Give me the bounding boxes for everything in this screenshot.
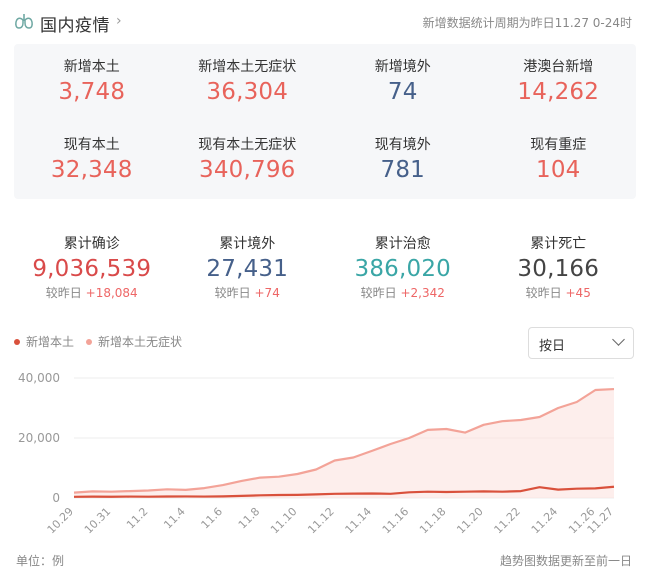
period-select[interactable]: 按日	[528, 327, 634, 359]
total-label: 累计死亡	[530, 236, 587, 252]
legend-item-new-asymptomatic[interactable]: 新增本土无症状	[86, 333, 182, 350]
legend-label: 新增本土无症状	[98, 335, 183, 349]
x-tick-label: 11.10	[268, 505, 299, 536]
header: 国内疫情 › 新增数据统计周期为昨日11.27 0-24时	[0, 0, 650, 42]
x-tick-label: 11.12	[305, 505, 336, 536]
total-label: 累计境外	[219, 236, 276, 252]
x-tick-label: 11.16	[380, 505, 411, 536]
stat-value: 781	[380, 157, 425, 183]
total-cured: 累计治愈 386,020 较昨日 +2,342	[325, 233, 481, 301]
stat-current-local: 现有本土 32,348	[14, 134, 170, 183]
stat-current-imported: 现有境外 781	[325, 134, 481, 183]
total-confirmed: 累计确诊 9,036,539 较昨日 +18,084	[14, 233, 170, 301]
x-tick-label: 11.24	[529, 505, 560, 536]
stat-value: 3,748	[58, 79, 126, 105]
unit-label: 单位：例	[16, 554, 65, 568]
x-tick-label: 10.31	[82, 505, 113, 536]
total-label: 累计确诊	[63, 236, 120, 252]
stat-label: 现有重症	[530, 137, 587, 153]
y-tick-label: 40,000	[18, 371, 60, 385]
legend-item-new-local[interactable]: 新增本土	[14, 333, 74, 350]
total-deaths: 累计死亡 30,166 较昨日 +45	[481, 233, 637, 301]
page-title[interactable]: 国内疫情	[40, 16, 110, 36]
footer-note: 趋势图数据更新至前一日	[499, 554, 632, 568]
total-delta: +74	[254, 286, 280, 300]
stat-label: 新增境外	[374, 59, 431, 75]
stat-value: 14,262	[517, 79, 600, 105]
line-series-new-local	[73, 485, 615, 498]
total-value: 386,020	[354, 256, 451, 282]
total-delta: +45	[565, 286, 591, 300]
x-tick-label: 11.20	[454, 505, 485, 536]
stat-label: 新增本土	[63, 59, 120, 75]
x-tick-label: 11.8	[236, 505, 263, 532]
total-label: 累计治愈	[374, 236, 431, 252]
x-tick-label: 11.2	[124, 505, 151, 532]
stats-row-new: 新增本土 3,748 新增本土无症状 36,304 新增境外 74 港澳台新增 …	[14, 56, 636, 105]
y-tick-label: 20,000	[18, 431, 60, 445]
stat-label: 现有本土	[63, 137, 120, 153]
stat-label: 新增本土无症状	[198, 59, 297, 75]
total-compare: 较昨日 +2,342	[360, 286, 445, 300]
stat-new-local-asymptomatic: 新增本土无症状 36,304	[170, 56, 326, 105]
y-tick-label: 0	[52, 491, 60, 505]
total-value: 27,431	[206, 256, 289, 282]
stat-new-imported: 新增境外 74	[325, 56, 481, 105]
total-compare: 较昨日 +18,084	[45, 286, 138, 300]
update-note: 新增数据统计周期为昨日11.27 0-24时	[422, 16, 632, 30]
totals-panel: 累计确诊 9,036,539 较昨日 +18,084 累计境外 27,431 较…	[14, 221, 636, 317]
total-compare: 较昨日 +45	[525, 286, 591, 300]
stat-label: 港澳台新增	[523, 59, 594, 75]
stat-current-severe: 现有重症 104	[481, 134, 637, 183]
total-value: 9,036,539	[32, 256, 152, 282]
x-tick-label: 11.22	[492, 505, 523, 536]
x-tick-label: 10.29	[45, 505, 76, 536]
legend-dot-icon	[86, 338, 93, 345]
chevron-down-icon	[612, 333, 625, 346]
stat-label: 现有本土无症状	[198, 137, 297, 153]
stats-row-current: 现有本土 32,348 现有本土无症状 340,796 现有境外 781 现有重…	[14, 134, 636, 183]
stat-new-local: 新增本土 3,748	[14, 56, 170, 105]
total-delta: +18,084	[85, 286, 138, 300]
total-delta: +2,342	[400, 286, 445, 300]
stat-new-hmt: 港澳台新增 14,262	[481, 56, 637, 105]
period-select-value: 按日	[539, 339, 566, 354]
stats-panel: 新增本土 3,748 新增本土无症状 36,304 新增境外 74 港澳台新增 …	[14, 44, 636, 199]
chevron-right-icon[interactable]: ›	[116, 13, 122, 29]
totals-row: 累计确诊 9,036,539 较昨日 +18,084 累计境外 27,431 较…	[14, 233, 636, 301]
lungs-icon	[15, 14, 33, 29]
x-tick-label: 11.6	[199, 505, 226, 532]
legend-dot-icon	[14, 338, 20, 345]
stat-value: 74	[387, 79, 418, 105]
total-compare: 较昨日 +74	[214, 286, 280, 300]
stat-label: 现有境外	[374, 137, 431, 153]
line-series-new-asymptomatic	[73, 387, 615, 494]
stat-current-local-asymptomatic: 现有本土无症状 340,796	[170, 134, 326, 183]
legend-label: 新增本土	[26, 335, 75, 349]
total-imported: 累计境外 27,431 较昨日 +74	[170, 233, 326, 301]
x-tick-label: 11.14	[343, 505, 374, 536]
stat-value: 32,348	[50, 157, 133, 183]
stat-value: 104	[536, 157, 581, 183]
stat-value: 36,304	[206, 79, 289, 105]
x-tick-label: 11.4	[161, 505, 188, 532]
area-series-new-asymptomatic	[74, 389, 614, 498]
chart-legend: 新增本土 新增本土无症状	[14, 333, 194, 350]
x-tick-label: 11.18	[417, 505, 448, 536]
total-value: 30,166	[517, 256, 600, 282]
stat-value: 340,796	[198, 157, 296, 183]
